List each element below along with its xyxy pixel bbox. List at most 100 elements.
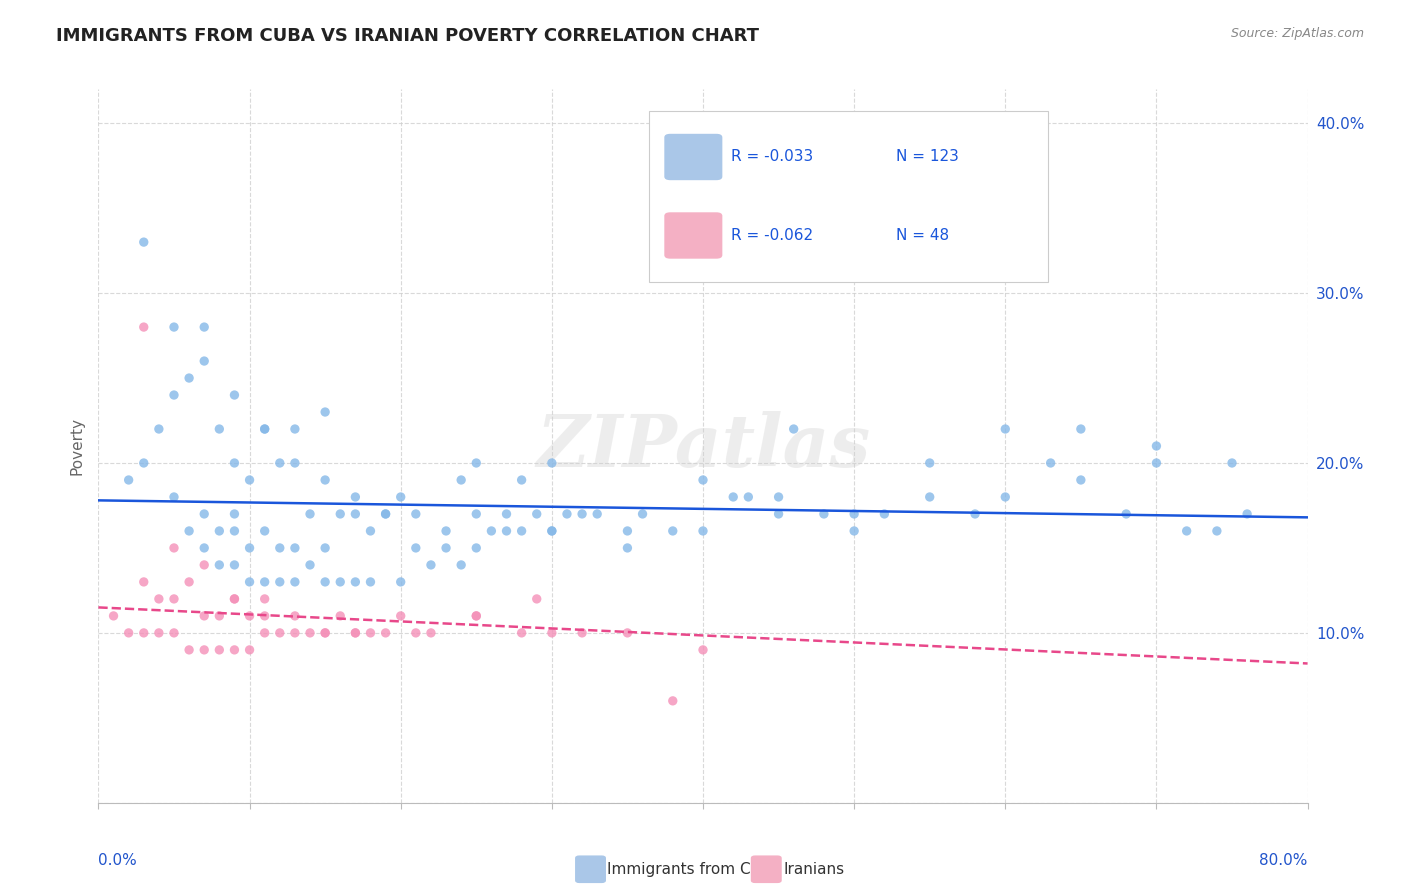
- Point: [1115, 507, 1137, 521]
- Point: [450, 558, 472, 572]
- Point: [314, 405, 336, 419]
- Text: 80.0%: 80.0%: [1260, 853, 1308, 868]
- Point: [314, 626, 336, 640]
- Text: Immigrants from Cuba: Immigrants from Cuba: [607, 863, 780, 877]
- Point: [465, 541, 488, 555]
- Point: [224, 524, 246, 538]
- Point: [495, 507, 517, 521]
- Point: [208, 524, 231, 538]
- Point: [208, 643, 231, 657]
- Point: [239, 541, 262, 555]
- Point: [163, 591, 186, 606]
- Point: [118, 473, 141, 487]
- Point: [495, 524, 517, 538]
- Point: [723, 490, 745, 504]
- Point: [510, 626, 533, 640]
- Point: [284, 574, 307, 589]
- Point: [224, 643, 246, 657]
- Text: Iranians: Iranians: [783, 863, 844, 877]
- Point: [193, 643, 215, 657]
- Point: [813, 507, 835, 521]
- Point: [768, 507, 790, 521]
- Text: IMMIGRANTS FROM CUBA VS IRANIAN POVERTY CORRELATION CHART: IMMIGRANTS FROM CUBA VS IRANIAN POVERTY …: [56, 27, 759, 45]
- FancyBboxPatch shape: [664, 134, 723, 180]
- Point: [374, 626, 396, 640]
- Point: [510, 524, 533, 538]
- Point: [163, 320, 186, 334]
- Point: [360, 524, 382, 538]
- Point: [918, 490, 941, 504]
- Point: [420, 626, 443, 640]
- Point: [193, 354, 215, 368]
- Point: [374, 507, 396, 521]
- Point: [132, 456, 155, 470]
- Text: R = -0.033: R = -0.033: [731, 150, 813, 164]
- Point: [389, 490, 412, 504]
- Point: [269, 574, 291, 589]
- Point: [465, 608, 488, 623]
- Point: [360, 574, 382, 589]
- Point: [405, 626, 427, 640]
- Point: [179, 643, 201, 657]
- Point: [208, 608, 231, 623]
- Point: [1070, 473, 1092, 487]
- Point: [465, 507, 488, 521]
- Point: [329, 608, 352, 623]
- Point: [253, 591, 276, 606]
- Point: [148, 626, 170, 640]
- Point: [179, 371, 201, 385]
- Point: [692, 524, 714, 538]
- Point: [224, 558, 246, 572]
- Point: [1144, 439, 1167, 453]
- Point: [269, 626, 291, 640]
- Point: [118, 626, 141, 640]
- Point: [193, 320, 215, 334]
- Point: [329, 507, 352, 521]
- Point: [239, 574, 262, 589]
- Point: [224, 388, 246, 402]
- Point: [555, 507, 578, 521]
- Point: [208, 558, 231, 572]
- Text: R = -0.062: R = -0.062: [731, 228, 813, 243]
- Point: [1220, 456, 1243, 470]
- Point: [1070, 422, 1092, 436]
- Point: [465, 608, 488, 623]
- Point: [299, 626, 322, 640]
- Point: [224, 591, 246, 606]
- Point: [163, 490, 186, 504]
- Point: [692, 643, 714, 657]
- Point: [405, 507, 427, 521]
- Point: [571, 507, 593, 521]
- Point: [314, 626, 336, 640]
- Point: [284, 456, 307, 470]
- Point: [918, 456, 941, 470]
- Point: [284, 608, 307, 623]
- Point: [844, 507, 866, 521]
- Point: [465, 456, 488, 470]
- Point: [253, 422, 276, 436]
- Point: [389, 574, 412, 589]
- Point: [344, 490, 367, 504]
- Point: [132, 235, 155, 249]
- Point: [540, 626, 562, 640]
- Point: [253, 626, 276, 640]
- Point: [434, 541, 457, 555]
- Point: [314, 541, 336, 555]
- Point: [344, 507, 367, 521]
- Point: [1206, 524, 1229, 538]
- Point: [586, 507, 609, 521]
- Point: [737, 490, 759, 504]
- Point: [284, 541, 307, 555]
- Point: [193, 608, 215, 623]
- Point: [450, 473, 472, 487]
- Point: [526, 591, 548, 606]
- Text: Source: ZipAtlas.com: Source: ZipAtlas.com: [1230, 27, 1364, 40]
- Point: [148, 591, 170, 606]
- Point: [1236, 507, 1258, 521]
- Point: [224, 456, 246, 470]
- Point: [616, 626, 638, 640]
- Text: N = 123: N = 123: [897, 150, 959, 164]
- Point: [571, 626, 593, 640]
- Point: [269, 541, 291, 555]
- Point: [253, 524, 276, 538]
